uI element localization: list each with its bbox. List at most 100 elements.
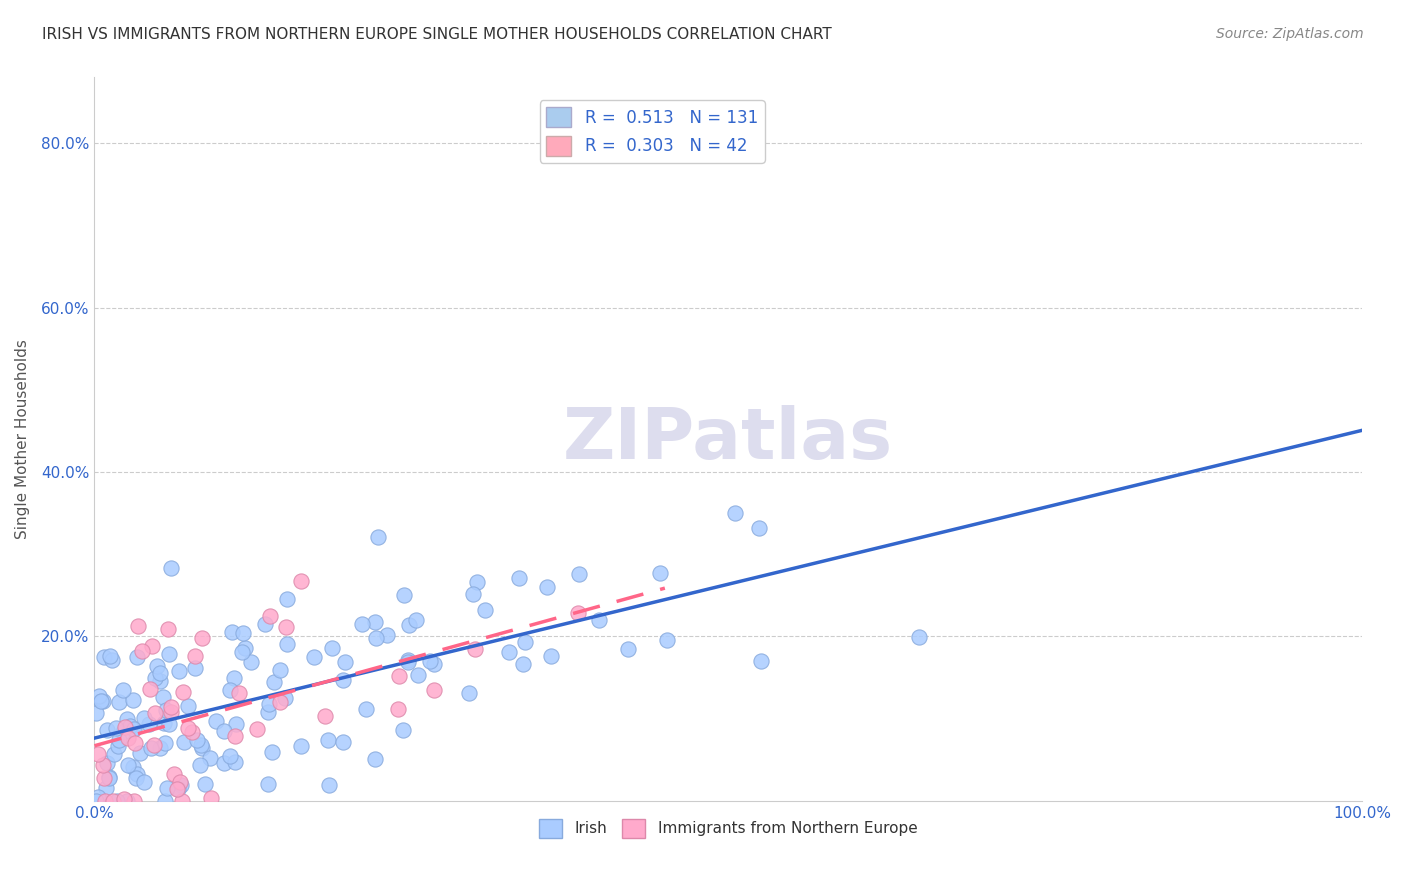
Point bbox=[276, 619, 298, 633]
Point bbox=[87, 790, 110, 805]
Point bbox=[231, 645, 253, 659]
Point bbox=[117, 731, 139, 745]
Point bbox=[228, 686, 250, 700]
Point bbox=[465, 574, 488, 589]
Point bbox=[117, 757, 139, 772]
Point bbox=[356, 702, 378, 716]
Point bbox=[463, 641, 485, 656]
Point bbox=[98, 771, 121, 785]
Point bbox=[214, 756, 236, 770]
Point bbox=[257, 697, 280, 711]
Point bbox=[276, 592, 298, 607]
Point bbox=[263, 675, 285, 690]
Point bbox=[907, 630, 929, 644]
Point bbox=[269, 695, 291, 709]
Point bbox=[122, 693, 145, 707]
Point bbox=[191, 741, 214, 756]
Point bbox=[105, 721, 128, 735]
Point bbox=[152, 716, 174, 731]
Point bbox=[96, 723, 118, 737]
Point bbox=[419, 654, 441, 668]
Point bbox=[84, 706, 107, 721]
Point bbox=[367, 531, 389, 545]
Point bbox=[108, 695, 131, 709]
Point bbox=[149, 673, 172, 688]
Point bbox=[392, 588, 415, 602]
Point bbox=[149, 741, 172, 756]
Point bbox=[172, 794, 194, 808]
Point bbox=[101, 653, 124, 667]
Point bbox=[155, 794, 177, 808]
Point bbox=[84, 794, 107, 808]
Point bbox=[588, 613, 610, 627]
Point bbox=[114, 720, 136, 734]
Point bbox=[387, 702, 409, 716]
Point bbox=[364, 631, 387, 645]
Point bbox=[124, 736, 146, 750]
Point bbox=[423, 657, 446, 671]
Point bbox=[396, 653, 419, 667]
Point bbox=[513, 634, 536, 648]
Point bbox=[364, 615, 387, 630]
Point bbox=[405, 613, 427, 627]
Point bbox=[200, 790, 222, 805]
Point bbox=[508, 571, 530, 585]
Point bbox=[152, 690, 174, 704]
Point bbox=[316, 732, 339, 747]
Point bbox=[219, 683, 242, 698]
Point bbox=[221, 624, 243, 639]
Point bbox=[141, 640, 163, 654]
Legend: Irish, Immigrants from Northern Europe: Irish, Immigrants from Northern Europe bbox=[533, 813, 924, 844]
Point bbox=[256, 777, 278, 791]
Point bbox=[364, 752, 387, 766]
Point bbox=[86, 747, 108, 762]
Point bbox=[512, 657, 534, 671]
Point bbox=[190, 757, 212, 772]
Text: ZIPatlas: ZIPatlas bbox=[564, 405, 893, 474]
Point bbox=[98, 649, 121, 664]
Point bbox=[93, 771, 115, 785]
Point bbox=[166, 782, 188, 797]
Point bbox=[461, 587, 484, 601]
Y-axis label: Single Mother Households: Single Mother Households bbox=[15, 339, 30, 539]
Point bbox=[93, 794, 115, 808]
Point bbox=[388, 668, 411, 682]
Text: Source: ZipAtlas.com: Source: ZipAtlas.com bbox=[1216, 27, 1364, 41]
Point bbox=[205, 714, 228, 728]
Point bbox=[103, 747, 125, 761]
Point bbox=[89, 690, 111, 704]
Point bbox=[212, 723, 235, 738]
Point bbox=[254, 617, 277, 632]
Point bbox=[186, 733, 208, 747]
Point bbox=[173, 735, 195, 749]
Point bbox=[218, 749, 240, 764]
Point bbox=[125, 771, 148, 785]
Point bbox=[222, 671, 245, 685]
Point bbox=[567, 607, 589, 621]
Point bbox=[190, 738, 212, 752]
Point bbox=[94, 781, 117, 796]
Point bbox=[156, 622, 179, 636]
Point bbox=[224, 755, 246, 769]
Point bbox=[375, 628, 398, 642]
Point bbox=[122, 723, 145, 737]
Point bbox=[302, 650, 325, 665]
Point bbox=[352, 616, 374, 631]
Point bbox=[240, 655, 263, 669]
Point bbox=[122, 794, 145, 808]
Point bbox=[257, 705, 280, 719]
Point bbox=[112, 725, 135, 739]
Point bbox=[146, 658, 169, 673]
Point bbox=[246, 723, 269, 737]
Point bbox=[107, 732, 129, 747]
Point bbox=[749, 654, 772, 668]
Point bbox=[115, 794, 138, 808]
Point bbox=[128, 746, 150, 760]
Point bbox=[93, 649, 115, 664]
Point bbox=[132, 774, 155, 789]
Point bbox=[648, 566, 671, 580]
Point bbox=[536, 581, 558, 595]
Point bbox=[90, 694, 112, 708]
Point bbox=[157, 647, 180, 661]
Point bbox=[321, 641, 343, 656]
